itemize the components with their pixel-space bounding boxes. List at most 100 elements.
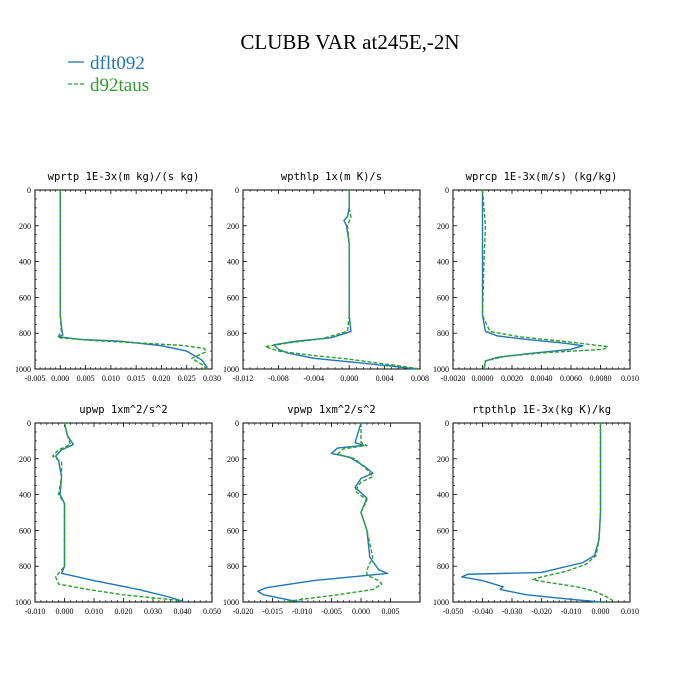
x-tick-label: -0.020 bbox=[531, 607, 552, 616]
y-tick-label: 0 bbox=[235, 186, 239, 195]
y-tick-label: 200 bbox=[227, 222, 239, 231]
x-tick-label: 0.0020 bbox=[501, 374, 523, 383]
series-line-d92taus bbox=[531, 423, 613, 602]
y-tick-label: 1000 bbox=[223, 598, 239, 607]
x-tick-label: 0.0060 bbox=[560, 374, 582, 383]
plot-frame bbox=[242, 422, 421, 603]
panel-5: rtpthlp 1E-3x(kg K)/kg -0.050 -0.040 -0.030… bbox=[433, 404, 639, 616]
x-tick-label: 0.030 bbox=[203, 374, 221, 383]
y-tick-label: 1000 bbox=[223, 365, 239, 374]
panel-title: upwp 1xm^2/s^2 bbox=[79, 404, 168, 416]
x-tick-label: -0.040 bbox=[472, 607, 493, 616]
y-tick-label: 800 bbox=[227, 329, 239, 338]
series-line-dflt092 bbox=[461, 423, 602, 603]
panel-2: wprcp 1E-3x(m/s) (kg/kg) -0.0020 0.0000 0.0… bbox=[433, 171, 639, 383]
y-tick-label: 400 bbox=[227, 258, 239, 267]
y-tick-label: 0 bbox=[445, 186, 449, 195]
legend-label-0: dflt092 bbox=[90, 53, 145, 74]
series-line-d92taus bbox=[481, 189, 609, 370]
plot-frame bbox=[452, 422, 631, 603]
y-tick-label: 400 bbox=[19, 491, 31, 500]
series-line-d92taus bbox=[52, 422, 183, 603]
x-tick-label: -0.0020 bbox=[441, 374, 466, 383]
x-tick-label: -0.012 bbox=[233, 374, 254, 383]
y-tick-label: 1000 bbox=[15, 598, 31, 607]
y-tick-label: 1000 bbox=[433, 365, 449, 374]
x-tick-label: 0.020 bbox=[152, 374, 170, 383]
y-tick-label: 400 bbox=[19, 258, 31, 267]
y-tick-label: 0 bbox=[27, 419, 31, 428]
y-tick-label: 800 bbox=[19, 329, 31, 338]
x-tick-label: -0.010 bbox=[561, 607, 582, 616]
plot-frame bbox=[452, 189, 631, 370]
panel-title: wpthlp 1x(m K)/s bbox=[281, 171, 382, 183]
x-tick-label: 0.0000 bbox=[472, 374, 494, 383]
series-line-dflt092 bbox=[54, 422, 186, 603]
y-tick-label: 800 bbox=[437, 329, 449, 338]
series-line-dflt092 bbox=[481, 190, 584, 370]
series-line-dflt092 bbox=[257, 422, 389, 603]
x-tick-label: 0.000 bbox=[352, 607, 370, 616]
x-tick-label: 0.030 bbox=[144, 607, 162, 616]
x-tick-label: -0.004 bbox=[303, 374, 324, 383]
series-line-d92taus bbox=[57, 190, 208, 370]
y-tick-label: 800 bbox=[227, 562, 239, 571]
x-tick-label: 0.025 bbox=[178, 374, 196, 383]
x-tick-label: 0.005 bbox=[382, 607, 400, 616]
x-tick-label: -0.020 bbox=[233, 607, 254, 616]
x-tick-label: 0.000 bbox=[51, 374, 69, 383]
y-tick-label: 600 bbox=[19, 293, 31, 302]
x-tick-label: -0.010 bbox=[292, 607, 313, 616]
panel-title: wprcp 1E-3x(m/s) (kg/kg) bbox=[466, 171, 618, 183]
y-tick-label: 600 bbox=[227, 526, 239, 535]
y-tick-label: 800 bbox=[437, 562, 449, 571]
legend-entry-1: d92taus bbox=[68, 75, 149, 96]
panels: wprtp 1E-3x(m kg)/(s kg) -0.005 0.000 0.005… bbox=[15, 171, 639, 616]
legend: dflt092 d92taus bbox=[68, 53, 149, 96]
y-tick-label: 400 bbox=[437, 491, 449, 500]
y-tick-label: 200 bbox=[437, 222, 449, 231]
x-tick-label: 0.020 bbox=[115, 607, 133, 616]
panel-4: vpwp 1xm^2/s^2 -0.020 -0.015 -0.010 -0.005 0.… bbox=[223, 404, 421, 616]
y-tick-label: 800 bbox=[19, 562, 31, 571]
x-tick-label: -0.005 bbox=[25, 374, 46, 383]
y-tick-label: 200 bbox=[437, 455, 449, 464]
x-tick-label: 0.0080 bbox=[590, 374, 612, 383]
panel-title: vpwp 1xm^2/s^2 bbox=[287, 404, 376, 416]
x-tick-label: 0.004 bbox=[376, 374, 394, 383]
y-tick-label: 0 bbox=[27, 186, 31, 195]
y-tick-label: 400 bbox=[227, 491, 239, 500]
y-tick-label: 0 bbox=[445, 419, 449, 428]
x-tick-label: 0.010 bbox=[85, 607, 103, 616]
x-tick-label: 0.0040 bbox=[531, 374, 553, 383]
x-tick-label: 0.000 bbox=[592, 607, 610, 616]
x-tick-label: -0.005 bbox=[321, 607, 342, 616]
x-tick-label: -0.010 bbox=[25, 607, 46, 616]
x-tick-label: 0.008 bbox=[411, 374, 429, 383]
x-tick-label: 0.010 bbox=[102, 374, 120, 383]
y-tick-label: 200 bbox=[227, 455, 239, 464]
panel-title: wprtp 1E-3x(m kg)/(s kg) bbox=[48, 171, 200, 183]
series-line-dflt092 bbox=[273, 190, 416, 370]
panel-title: rtpthlp 1E-3x(kg K)/kg bbox=[472, 404, 611, 416]
legend-entry-0: dflt092 bbox=[68, 53, 145, 74]
y-tick-label: 600 bbox=[437, 293, 449, 302]
x-tick-label: 0.000 bbox=[56, 607, 74, 616]
series-line-d92taus bbox=[284, 423, 383, 603]
y-tick-label: 1000 bbox=[15, 365, 31, 374]
y-tick-label: 600 bbox=[227, 293, 239, 302]
series-line-d92taus bbox=[264, 190, 421, 370]
y-tick-label: 400 bbox=[437, 258, 449, 267]
x-tick-label: 0.000 bbox=[340, 374, 358, 383]
panel-3: upwp 1xm^2/s^2 -0.010 0.000 0.010 0.020 0.030… bbox=[15, 404, 221, 616]
x-tick-label: 0.040 bbox=[174, 607, 192, 616]
x-tick-label: -0.050 bbox=[443, 607, 464, 616]
legend-label-1: d92taus bbox=[90, 75, 149, 96]
x-tick-label: 0.010 bbox=[621, 607, 639, 616]
y-tick-label: 600 bbox=[19, 526, 31, 535]
x-tick-label: 0.050 bbox=[203, 607, 221, 616]
x-tick-label: 0.010 bbox=[621, 374, 639, 383]
y-tick-label: 600 bbox=[437, 526, 449, 535]
y-tick-label: 1000 bbox=[433, 598, 449, 607]
